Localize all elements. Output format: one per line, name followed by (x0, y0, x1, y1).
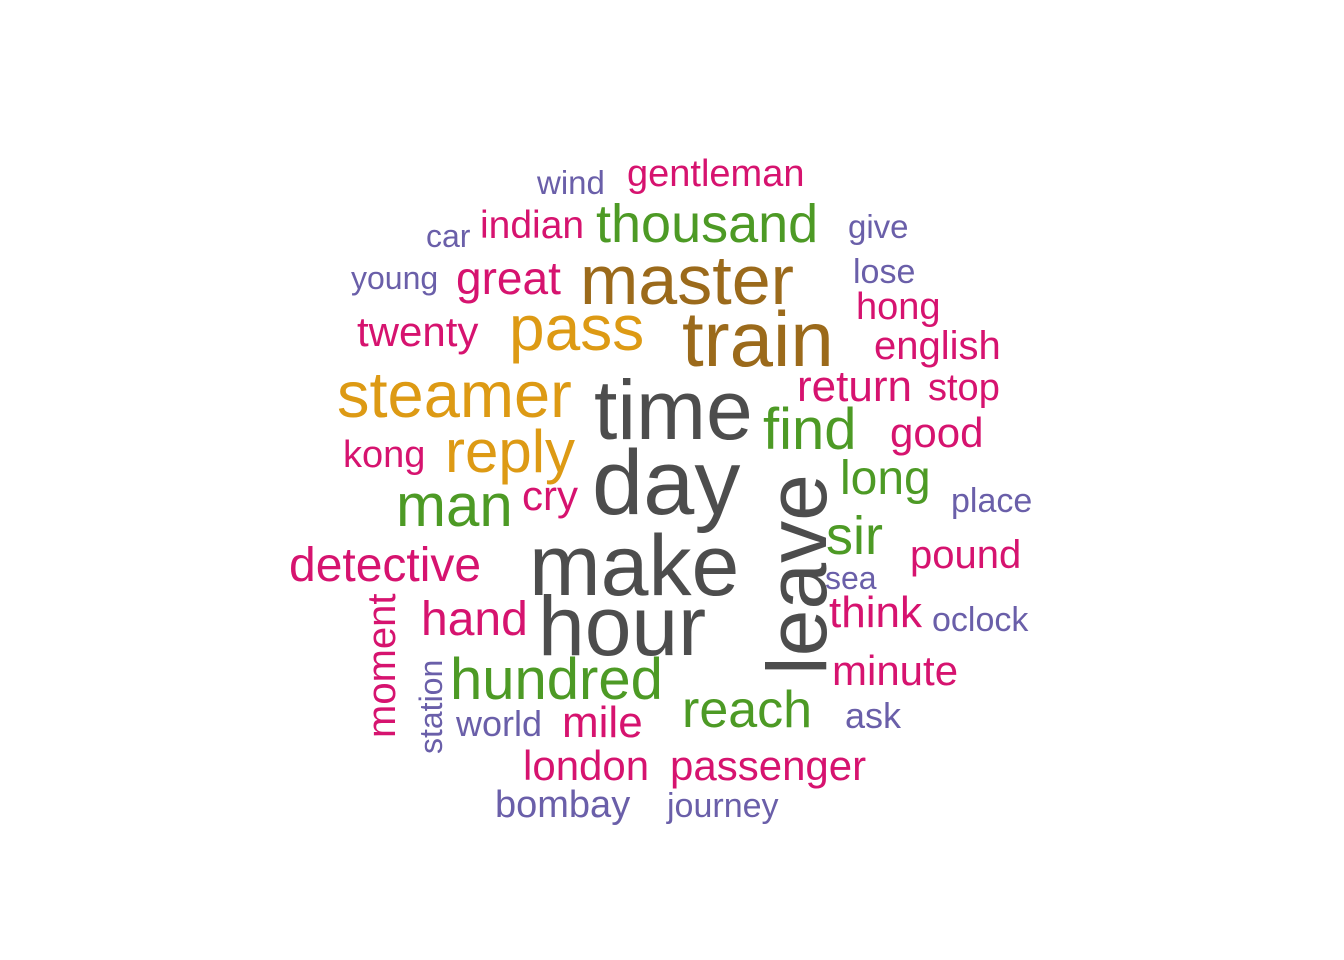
word-stop: stop (928, 367, 1000, 409)
word-reach: reach (682, 681, 813, 739)
word-ask: ask (845, 695, 902, 736)
word-cry: cry (522, 472, 578, 519)
word-sea: sea (825, 560, 877, 596)
word-english: english (874, 324, 1001, 368)
word-passenger: passenger (670, 742, 867, 789)
word-find: find (763, 397, 857, 462)
word-moment: moment (360, 593, 404, 739)
word-indian: indian (480, 204, 585, 247)
word-journey: journey (667, 787, 779, 825)
word-train: train (682, 295, 834, 383)
word-station: station (413, 659, 449, 754)
word-car: car (426, 218, 471, 254)
word-place: place (951, 482, 1033, 520)
word-london: london (523, 742, 650, 789)
word-make: make (529, 518, 740, 614)
word-think: think (829, 588, 922, 637)
word-reply: reply (445, 418, 576, 485)
word-pass: pass (509, 292, 645, 364)
word-man: man (396, 472, 513, 539)
word-minute: minute (832, 647, 959, 694)
word-time: time (594, 363, 753, 457)
word-gentleman: gentleman (627, 153, 805, 195)
word-day: day (592, 432, 741, 534)
word-mile: mile (562, 698, 643, 747)
word-return: return (797, 362, 912, 411)
word-hundred: hundred (450, 647, 663, 712)
word-twenty: twenty (357, 308, 479, 355)
word-sir: sir (826, 506, 883, 566)
word-hong: hong (856, 286, 941, 328)
word-good: good (890, 409, 984, 456)
word-steamer: steamer (337, 358, 572, 431)
word-hand: hand (421, 593, 528, 646)
word-detective: detective (289, 539, 482, 592)
word-young: young (351, 260, 439, 296)
word-wind: wind (537, 164, 605, 201)
word-long: long (840, 452, 931, 505)
word-thousand: thousand (596, 194, 819, 254)
word-world: world (456, 703, 543, 744)
word-hour: hour (538, 579, 707, 673)
word-master: master (580, 241, 794, 319)
word-bombay: bombay (495, 784, 631, 826)
word-kong: kong (343, 434, 426, 476)
word-great: great (456, 252, 561, 304)
word-lose: lose (853, 253, 916, 291)
word-pound: pound (910, 533, 1022, 577)
word-give: give (848, 208, 909, 245)
word-oclock: oclock (932, 601, 1029, 639)
